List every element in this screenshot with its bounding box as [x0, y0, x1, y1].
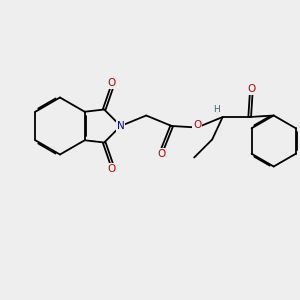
Text: O: O [157, 148, 165, 159]
Text: O: O [108, 164, 116, 174]
Text: O: O [193, 119, 201, 130]
Text: O: O [247, 84, 255, 94]
Text: O: O [108, 78, 116, 88]
Text: N: N [117, 121, 124, 131]
Text: H: H [213, 105, 220, 114]
